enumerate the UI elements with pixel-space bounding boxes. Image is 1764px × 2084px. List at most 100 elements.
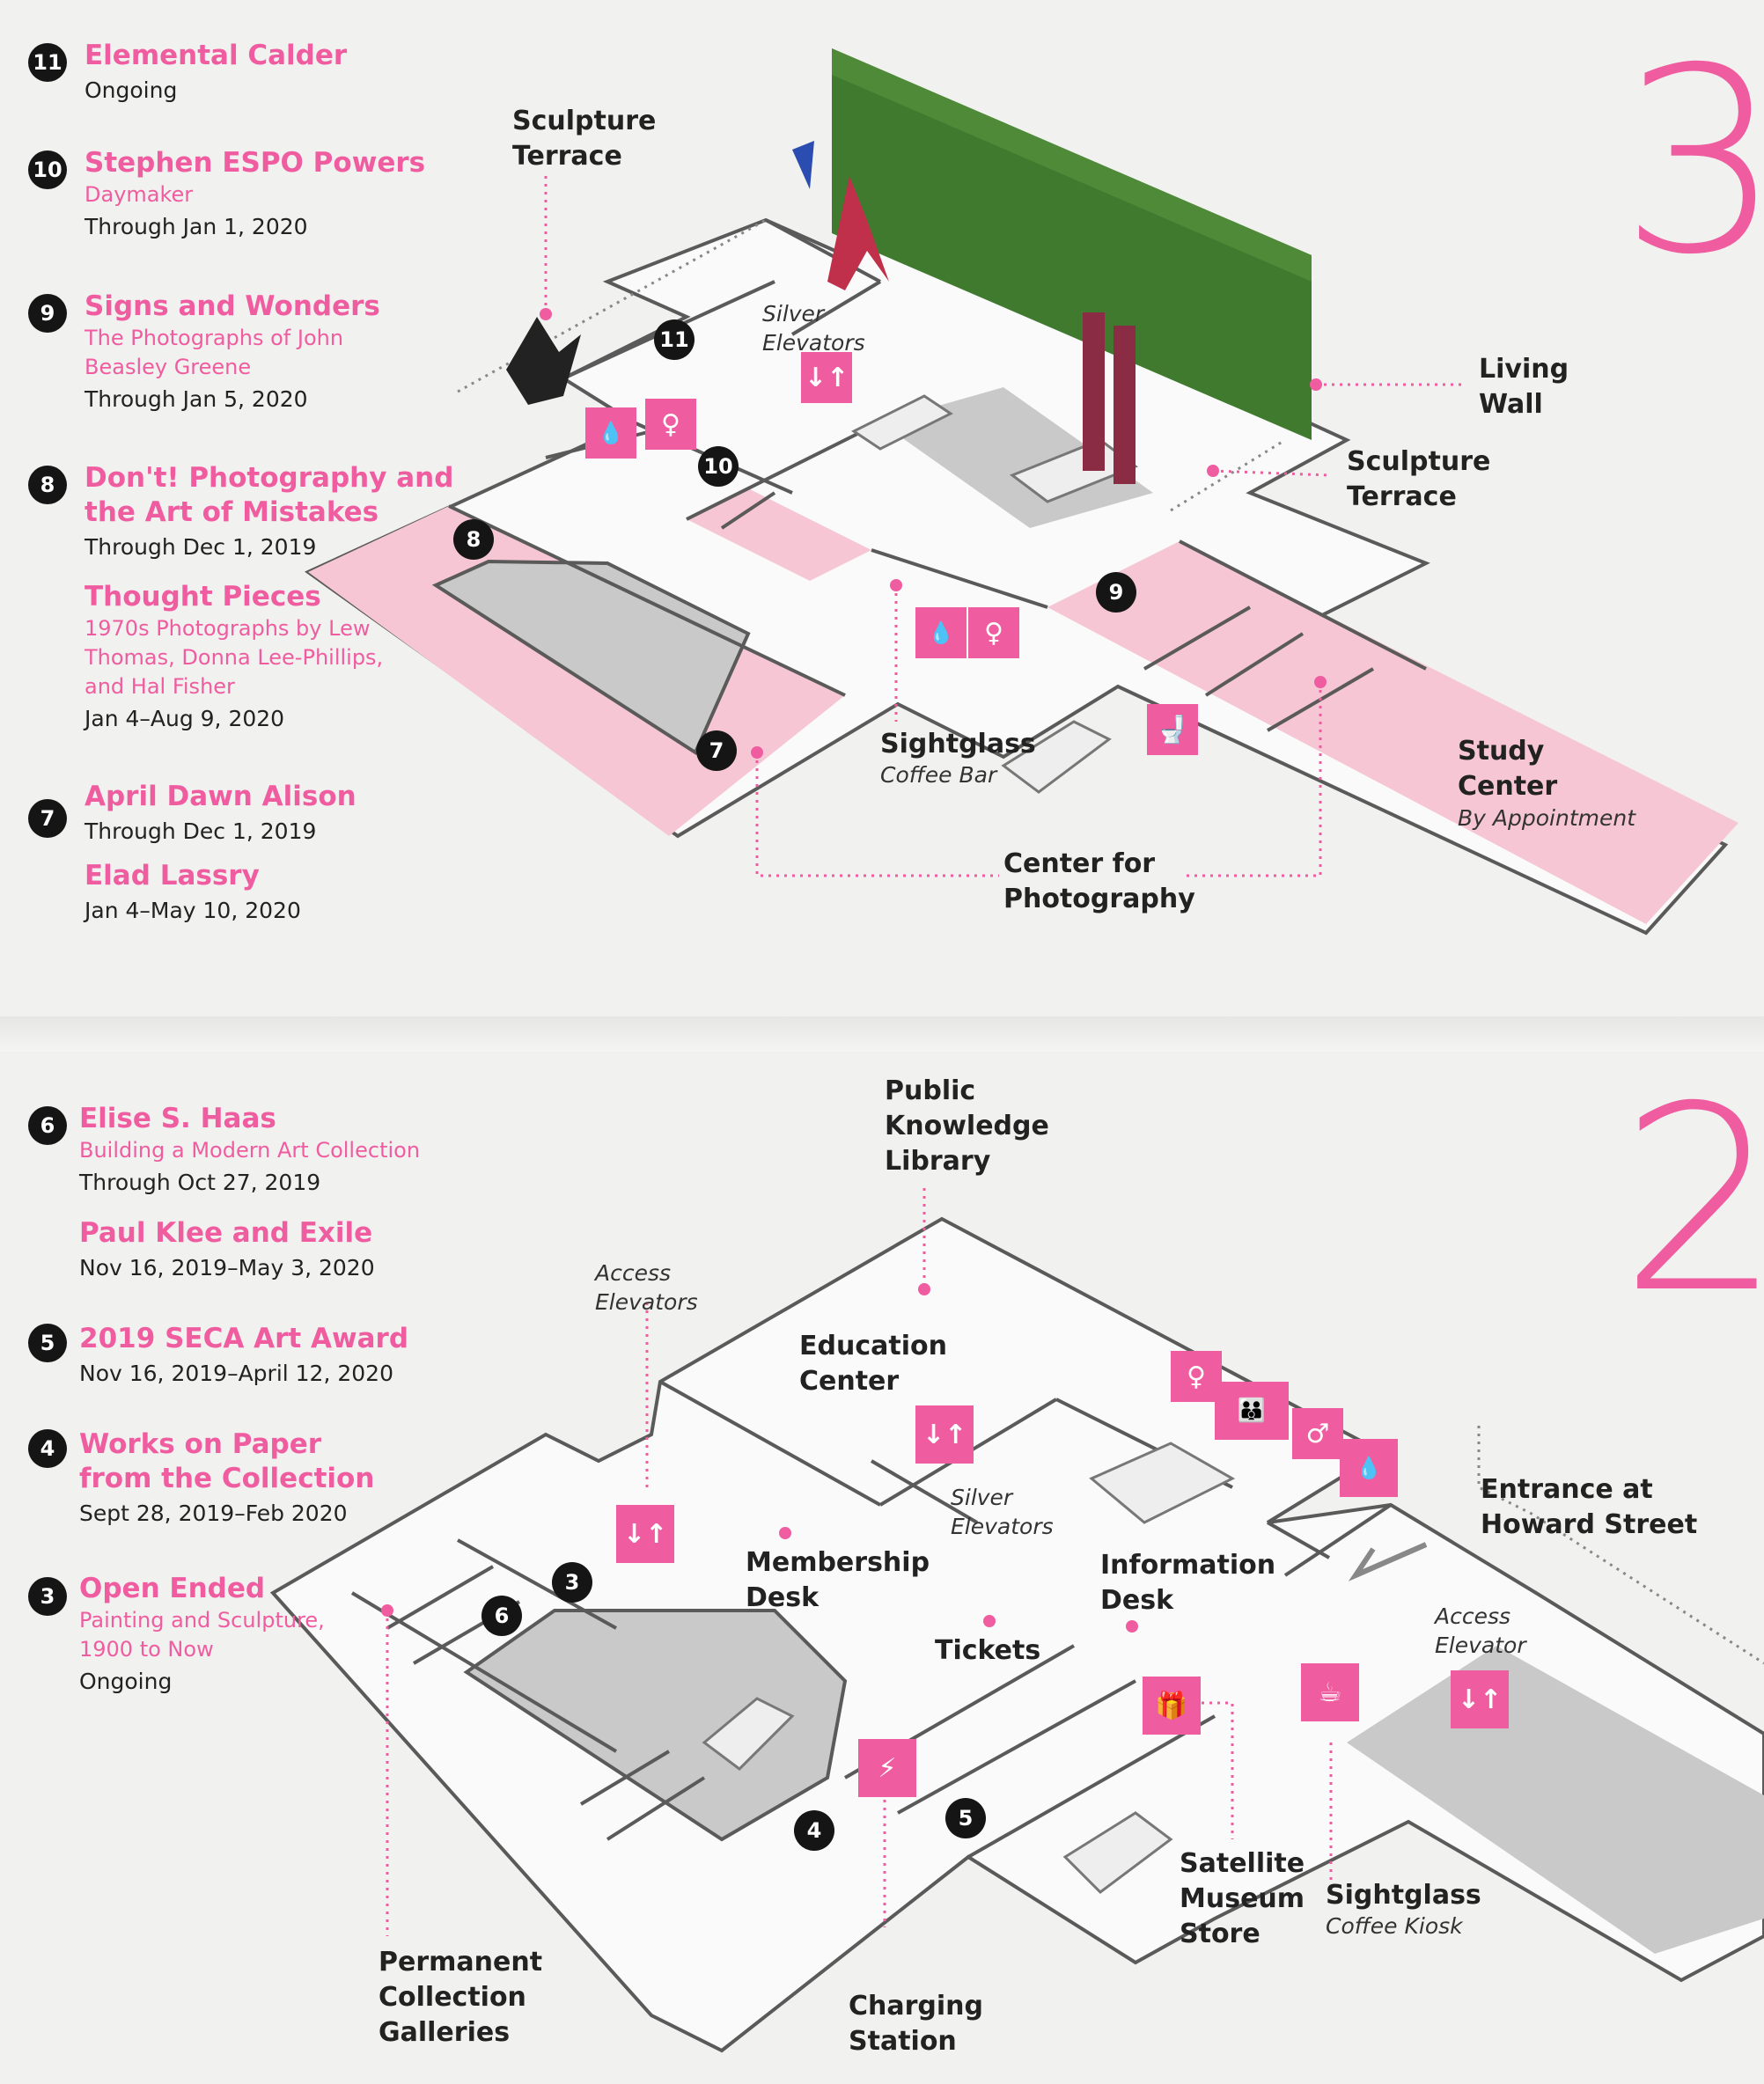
exhibit-entry[interactable]: Elemental Calder Ongoing [85,39,472,108]
exhibit-dates: Nov 16, 2019–May 3, 2020 [79,1255,375,1280]
floor-3-legend: 11 Elemental Calder Ongoing 10 Stephen E… [19,39,453,972]
exhibit-badge: 6 [28,1106,67,1145]
exhibit-entry[interactable]: Signs and Wonders The Photographs of Joh… [85,290,401,417]
map-badge-3[interactable]: 3 [552,1562,592,1603]
map-badge-5[interactable]: 5 [945,1798,986,1838]
exhibit-subtitle: Building a Modern Art Collection [79,1138,421,1163]
exhibit-title: Don't! Photography and the Art of Mistak… [85,462,454,528]
exhibit-badge: 3 [28,1577,67,1616]
exhibit-title: Elemental Calder [85,40,348,71]
exhibit-title: Open Ended [79,1573,266,1604]
label-satellite-museum-store: Satellite Museum Store [1180,1848,1305,1949]
exhibit-title: 2019 SECA Art Award [79,1323,409,1354]
elevator-icon[interactable]: ↓↑ [616,1505,674,1563]
exhibit-entry[interactable]: Paul Klee and Exile Nov 16, 2019–May 3, … [79,1216,467,1286]
elevator-icon[interactable]: ↓↑ [915,1405,974,1464]
elevator-icon[interactable]: ↓↑ [1451,1670,1509,1728]
exhibit-entry[interactable]: Works on Paper from the Collection Sept … [79,1427,379,1531]
gift-icon[interactable]: 🎁 [1143,1677,1201,1735]
label-living-wall: Living Wall [1479,354,1569,420]
exhibit-dates: Through Jan 1, 2020 [85,214,308,239]
exhibit-badge: 8 [28,466,67,504]
label-sculpture-terrace: Sculpture Terrace [512,106,657,172]
exhibit-dates: Through Dec 1, 2019 [85,534,317,560]
toilet-icon: 🚽 [1147,704,1198,755]
exhibit-dates: Jan 4–May 10, 2020 [85,898,301,923]
exhibit-badge: 5 [28,1324,67,1362]
exhibit-subtitle: Painting and Sculpture, 1900 to Now [79,1608,325,1662]
exhibit-title: Elad Lassry [85,860,260,892]
exhibit-subtitle: Daymaker [85,182,194,207]
map-badge-11[interactable]: 11 [654,319,695,360]
exhibit-entry[interactable]: Open Ended Painting and Sculpture, 1900 … [79,1572,361,1699]
label-access-elevator: Access Elevator [1435,1603,1526,1658]
label-information-desk: Information Desk [1100,1550,1276,1616]
restroom-icon: ♀ [1171,1351,1222,1402]
label-sightglass: Sightglass [880,729,1036,759]
exhibit-entry[interactable]: Don't! Photography and the Art of Mistak… [85,461,472,565]
exhibit-dates: Through Dec 1, 2019 [85,818,317,844]
label-center-for-photography: Center for Photography [1003,848,1195,914]
label-entrance: Entrance at Howard Street [1481,1474,1698,1540]
exhibit-dates: Ongoing [79,1669,173,1694]
restroom-icon: ♂ [1292,1408,1343,1459]
map-badge-8[interactable]: 8 [453,519,494,560]
restroom-icon: ♀ [968,607,1019,658]
exhibit-badge: 9 [28,294,67,333]
exhibit-badge: 11 [28,43,67,82]
exhibit-badge: 7 [28,799,67,838]
exhibit-title: Signs and Wonders [85,290,380,322]
label-coffee-kiosk: Coffee Kiosk [1326,1913,1463,1939]
exhibit-entry[interactable]: Elad Lassry Jan 4–May 10, 2020 [85,859,472,928]
restroom-icon: ♀ [645,399,696,450]
floor-number-2: 2 [1620,1053,1764,1349]
exhibit-entry[interactable]: Thought Pieces 1970s Photographs by Lew … [85,580,410,737]
family-restroom-icon: 👪 [1215,1382,1289,1440]
map-badge-4[interactable]: 4 [794,1810,834,1851]
exhibit-badge: 10 [28,150,67,189]
exhibit-title: Paul Klee and Exile [79,1217,373,1249]
label-silver-elevators: Silver Elevators [762,301,865,356]
floor-3-map [305,48,1738,936]
label-sculpture-terrace-right: Sculpture Terrace [1347,446,1491,512]
water-icon: 💧 [1340,1439,1398,1497]
label-access-elevators: Access Elevators [595,1260,698,1315]
water-icon: 💧 [585,407,636,459]
exhibit-dates: Ongoing [85,77,178,103]
floor-2-map [269,1188,1764,2053]
map-badge-9[interactable]: 9 [1096,572,1136,613]
label-sightglass: Sightglass [1326,1880,1481,1911]
exhibit-entry[interactable]: April Dawn Alison Through Dec 1, 2019 [85,780,472,849]
exhibit-title: Stephen ESPO Powers [85,147,426,179]
exhibit-entry[interactable]: 2019 SECA Art Award Nov 16, 2019–April 1… [79,1322,467,1391]
floor-2-panel: 2 [0,1047,1764,2084]
charging-icon: ⚡ [858,1739,916,1797]
exhibit-entry[interactable]: Elise S. Haas Building a Modern Art Coll… [79,1102,467,1200]
map-badge-6[interactable]: 6 [481,1596,522,1636]
map-badge-7[interactable]: 7 [696,730,737,771]
label-permanent-collection: Permanent Collection Galleries [379,1947,543,2048]
exhibit-title: Works on Paper from the Collection [79,1428,375,1494]
exhibit-dates: Nov 16, 2019–April 12, 2020 [79,1361,393,1386]
exhibit-dates: Jan 4–Aug 9, 2020 [85,706,285,731]
label-membership-desk: Membership Desk [746,1547,930,1613]
label-charging-station: Charging Station [849,1991,984,2057]
water-icon: 💧 [915,607,967,658]
exhibit-badge: 4 [28,1429,67,1468]
label-education-center: Education Center [799,1331,947,1397]
exhibit-dates: Sept 28, 2019–Feb 2020 [79,1501,348,1526]
label-public-knowledge-library: Public Knowledge Library [885,1075,1049,1177]
map-badge-10[interactable]: 10 [698,446,739,487]
label-study-center: Study Center [1458,736,1558,802]
floor-3-panel: 3 [0,0,1764,1021]
label-by-appointment: By Appointment [1458,805,1636,831]
elevator-icon[interactable]: ↓↑ [801,352,852,403]
exhibit-subtitle: The Photographs of John Beasley Greene [85,326,344,379]
label-silver-elevators: Silver Elevators [951,1485,1054,1539]
exhibit-subtitle: 1970s Photographs by Lew Thomas, Donna L… [85,616,384,699]
exhibit-entry[interactable]: Stephen ESPO Powers Daymaker Through Jan… [85,146,472,245]
exhibit-title: Elise S. Haas [79,1103,276,1134]
label-coffee-bar: Coffee Bar [880,762,997,788]
exhibit-title: Thought Pieces [85,581,321,613]
fold-crease [0,1016,1764,1052]
